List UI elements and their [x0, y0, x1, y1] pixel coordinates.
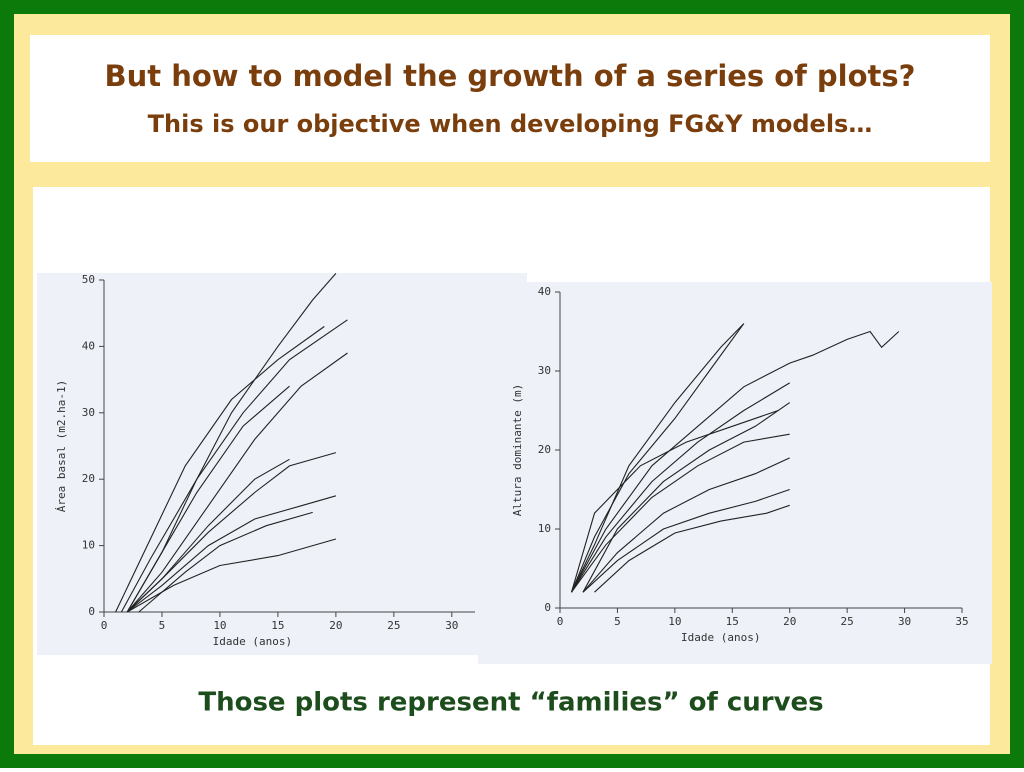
curve [582, 402, 791, 593]
curve [571, 433, 790, 593]
curve [126, 495, 337, 613]
curve [571, 323, 745, 593]
curve [126, 352, 348, 613]
x-tick-label: 30 [445, 619, 458, 632]
curve [115, 326, 325, 613]
x-tick-label: 15 [271, 619, 284, 632]
x-tick-label: 5 [159, 619, 166, 632]
y-tick-label: 10 [538, 522, 551, 535]
title-box [30, 35, 990, 162]
x-tick-label: 30 [898, 615, 911, 628]
x-tick-label: 20 [329, 619, 342, 632]
y-axis-label: Área basal (m2.ha-1) [55, 380, 68, 512]
y-tick-label: 0 [88, 605, 95, 618]
y-tick-label: 50 [82, 273, 95, 286]
x-axis-label: Idade (anos) [681, 631, 760, 644]
y-tick-label: 10 [82, 539, 95, 552]
chart: 0 5 10 15 20 25 30 35 0 10 20 30 40 Idade (anos) Altur… [511, 285, 969, 644]
y-tick-label: 0 [544, 601, 551, 614]
curve [126, 458, 290, 613]
y-tick-label: 30 [538, 364, 551, 377]
y-tick-label: 40 [82, 339, 95, 352]
x-tick-label: 35 [955, 615, 968, 628]
x-tick-label: 0 [557, 615, 564, 628]
chart: 0 5 10 15 20 25 30 0 10 20 30 40 50 Idade (anos) Área … [55, 273, 475, 648]
y-tick-label: 40 [538, 285, 551, 298]
x-tick-label: 25 [841, 615, 854, 628]
x-tick-label: 0 [101, 619, 108, 632]
x-tick-label: 5 [614, 615, 621, 628]
caption: Those plots represent “families” of curv… [198, 688, 823, 718]
curve [126, 538, 337, 613]
curve [120, 319, 348, 613]
chart-image [478, 282, 992, 664]
title: But how to model the growth of a series … [104, 59, 915, 93]
curve [582, 457, 790, 593]
x-tick-label: 25 [387, 619, 400, 632]
y-tick-label: 30 [82, 406, 95, 419]
curve [138, 511, 313, 613]
y-axis-label: Altura dominante (m) [511, 384, 524, 516]
y-tick-label: 20 [82, 472, 95, 485]
curve [594, 504, 790, 593]
curve [571, 330, 900, 593]
subtitle: This is our objective when developing FG… [148, 110, 873, 138]
x-tick-label: 10 [668, 615, 681, 628]
x-tick-label: 20 [783, 615, 796, 628]
x-axis-label: Idade (anos) [213, 635, 292, 648]
curve [571, 382, 790, 593]
curve [126, 385, 290, 613]
y-tick-label: 20 [538, 443, 551, 456]
curve [570, 409, 779, 593]
x-tick-label: 10 [213, 619, 226, 632]
curve [582, 488, 790, 593]
curve [570, 323, 745, 593]
x-tick-label: 15 [726, 615, 739, 628]
